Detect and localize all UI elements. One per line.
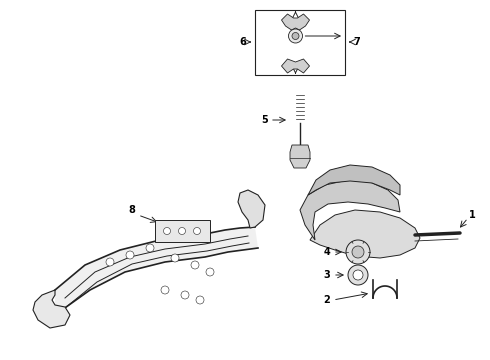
Polygon shape bbox=[290, 145, 310, 168]
Polygon shape bbox=[300, 180, 400, 240]
Circle shape bbox=[352, 246, 364, 258]
Circle shape bbox=[196, 296, 204, 304]
Circle shape bbox=[292, 32, 299, 40]
Circle shape bbox=[191, 261, 199, 269]
Circle shape bbox=[171, 254, 179, 262]
Circle shape bbox=[178, 228, 186, 234]
Circle shape bbox=[348, 265, 368, 285]
Circle shape bbox=[206, 268, 214, 276]
Text: 8: 8 bbox=[128, 205, 135, 215]
Text: 6: 6 bbox=[240, 37, 246, 47]
Text: 7: 7 bbox=[354, 37, 360, 47]
Text: 1: 1 bbox=[468, 210, 475, 220]
Polygon shape bbox=[281, 14, 310, 30]
Circle shape bbox=[289, 29, 302, 43]
Text: 5: 5 bbox=[262, 115, 269, 125]
Text: 2: 2 bbox=[323, 295, 330, 305]
Circle shape bbox=[164, 228, 171, 234]
Polygon shape bbox=[281, 59, 310, 73]
Circle shape bbox=[106, 258, 114, 266]
Bar bbox=[155, 220, 210, 242]
Circle shape bbox=[126, 251, 134, 259]
Polygon shape bbox=[310, 210, 420, 258]
Circle shape bbox=[146, 244, 154, 252]
Text: 3: 3 bbox=[323, 270, 330, 280]
Circle shape bbox=[346, 240, 370, 264]
Polygon shape bbox=[238, 190, 265, 228]
Circle shape bbox=[161, 286, 169, 294]
Circle shape bbox=[353, 270, 363, 280]
Text: 4: 4 bbox=[323, 247, 330, 257]
Circle shape bbox=[181, 291, 189, 299]
Polygon shape bbox=[55, 227, 258, 315]
Bar bbox=[255, 10, 345, 75]
Circle shape bbox=[194, 228, 200, 234]
Polygon shape bbox=[33, 290, 70, 328]
Polygon shape bbox=[308, 165, 400, 195]
